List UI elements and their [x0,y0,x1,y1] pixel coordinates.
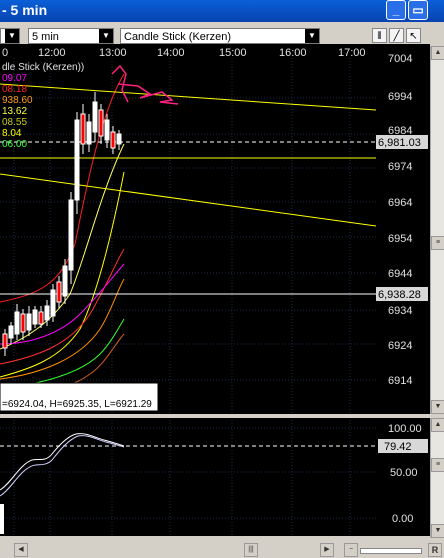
legend-value: 08.18 [2,84,27,95]
price-label: 6994 [388,91,412,103]
time-label: 14:00 [157,47,185,59]
line-tool-icon[interactable]: ╱ [389,28,404,43]
price-chart[interactable]: 12:00 13:00 14:00 15:00 16:00 17:00 0 [0,44,430,414]
ohlc-info-box [0,382,159,412]
series-select[interactable]: ▼ [0,28,20,44]
scroll-up-icon[interactable]: ▲ [431,46,444,60]
time-label: 17:00 [338,47,366,59]
chevron-down-icon: ▼ [99,29,113,43]
price-label: 6944 [388,268,412,280]
oscillator-line [0,433,125,491]
cursor-tool-icon[interactable]: ↖ [406,28,421,43]
zoom-slider[interactable] [360,548,422,554]
oscillator-label: 50.00 [390,467,418,479]
oscillator-label: 0.00 [392,513,413,525]
legend-value: 09.07 [2,73,27,84]
interval-value: 5 min [32,31,59,43]
chart-type-value: Candle Stick (Kerzen) [124,31,231,43]
scroll-down-icon[interactable]: ▼ [431,400,444,414]
price-label: 6974 [388,161,412,173]
title-bar: - 5 min _ ▭ [0,0,444,22]
scroll-thumb[interactable]: ||| [244,543,258,557]
legend-value: 08.55 [2,117,27,128]
chevron-down-icon: ▼ [305,29,319,43]
oscillator-info-box [0,504,4,534]
legend-value: 8.04 [2,128,22,139]
candles [2,92,122,356]
scroll-left-icon[interactable]: ◀ [14,543,28,557]
price-label: 6914 [388,375,412,387]
crosshair-price-value: 6,938.28 [378,289,421,301]
scroll-down-icon[interactable]: ▼ [431,524,444,538]
price-label: 6984 [388,125,412,137]
time-label-cut: 0 [2,47,8,59]
chart-toolbar: ▼ 5 min ▼ Candle Stick (Kerzen) ▼ ⦀ ╱ ↖ [0,24,444,46]
scroll-up-icon[interactable]: ▲ [431,418,444,432]
oscillator-signal-line [0,435,125,497]
scroll-thumb[interactable]: ≡ [431,236,444,250]
reset-button[interactable]: R [428,543,442,557]
price-label: 7004 [388,53,412,65]
time-label: 12:00 [38,47,66,59]
time-label: 13:00 [99,47,127,59]
price-label: 6924 [388,340,412,352]
legend-value: 13.62 [2,106,27,117]
annotation-drawing[interactable] [111,64,179,105]
oscillator-panel[interactable]: 100.00 50.00 0.00 79.42 [0,416,430,536]
current-price-badge [376,135,428,149]
window-title: - 5 min [2,2,48,18]
legend-value: 06.00 [2,139,27,150]
price-label: 6964 [388,197,412,209]
ohlc-info-text: =6924.04, H=6925.35, L=6921.29 [2,399,152,410]
trend-line[interactable] [0,83,377,111]
price-label: 6954 [388,233,412,245]
chart-type-select[interactable]: Candle Stick (Kerzen) ▼ [120,28,320,44]
interval-select[interactable]: 5 min ▼ [28,28,114,44]
scroll-right-icon[interactable]: ▶ [320,543,334,557]
current-price-value: 6,981.03 [378,137,421,149]
oscillator-label: 100.00 [388,423,422,435]
time-label: 15:00 [219,47,247,59]
maximize-icon[interactable]: ▭ [408,0,428,20]
oscillator-scrollbar[interactable]: ▲ ≡ ▼ [430,418,444,538]
zoom-out-icon[interactable]: − [344,543,358,557]
oscillator-value: 79.42 [384,441,412,453]
legend-value: 938.60 [2,95,33,106]
bar-tool-icon[interactable]: ⦀ [372,28,387,43]
crosshair-price-badge [376,287,428,301]
oscillator-value-badge [378,439,428,453]
price-scrollbar[interactable]: ▲ ≡ ▼ [430,46,444,414]
scroll-thumb[interactable]: ≡ [431,458,444,472]
legend-title: dle Stick (Kerzen)) [2,62,84,73]
minimize-icon[interactable]: _ [386,0,406,20]
chevron-down-icon: ▼ [5,29,19,43]
time-label: 16:00 [279,47,307,59]
trend-line[interactable] [0,173,377,227]
price-label: 6934 [388,305,412,317]
time-scrollbar[interactable]: ◀ ||| ▶ − R [0,540,444,558]
